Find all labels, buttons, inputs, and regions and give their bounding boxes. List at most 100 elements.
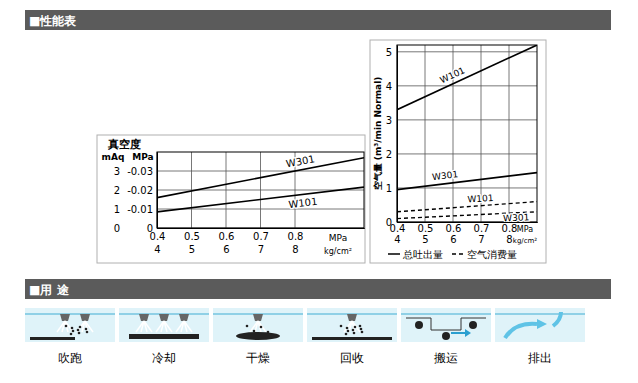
icon-dot <box>72 330 75 333</box>
x-axis-tick-label: 0.7 <box>253 231 269 242</box>
icon-dot <box>345 333 348 336</box>
y-axis-tick: 3 <box>114 166 157 177</box>
x2-axis-tick: 8 <box>292 228 298 255</box>
y2-axis-tick-label: -0.02 <box>127 185 153 196</box>
x-axis-tick: 0.7 <box>474 222 490 234</box>
usage-icon <box>401 308 491 342</box>
icon-dot <box>70 333 73 336</box>
legend-swatch <box>452 253 464 255</box>
icon-ball <box>469 321 477 329</box>
y-axis-tick-label: 1 <box>386 183 392 194</box>
y-axis-tick: 5 <box>386 47 397 58</box>
icon-dot <box>85 328 88 331</box>
icon-spray <box>141 321 144 332</box>
y-axis-tick-label: 1 <box>114 204 120 215</box>
x2-axis-tick-label: 5 <box>422 234 428 245</box>
y2-axis-title: MPa <box>132 152 153 162</box>
x2-axis-tick: 5 <box>189 228 195 255</box>
icon-dot <box>346 327 349 330</box>
y2-axis-tick-label: -0.03 <box>127 166 153 177</box>
icon-background <box>401 308 491 342</box>
icon-nozzle <box>347 314 357 321</box>
icon-spray <box>181 321 184 332</box>
x2-axis-title: kg/cm² <box>513 237 538 245</box>
icon-dot <box>267 331 270 334</box>
icon-dot <box>65 325 68 328</box>
x2-axis-line <box>398 222 538 223</box>
x2-axis-tick: 6 <box>450 222 456 245</box>
plot-frame <box>157 152 364 228</box>
icon-spray <box>250 321 258 332</box>
icon-surface <box>312 337 392 340</box>
series-label: W101 <box>439 65 467 85</box>
x2-axis-tick: 6 <box>223 228 229 255</box>
y-axis-tick: 1 <box>114 204 157 215</box>
chart-panel <box>370 40 546 263</box>
x-axis-tick: 0.5 <box>184 228 200 242</box>
x-axis-title: MPa <box>517 225 533 234</box>
usage-label: 搬运 <box>434 351 458 365</box>
x2-axis-tick-label: 5 <box>189 244 195 255</box>
icon-arrow <box>537 319 547 329</box>
y-axis-tick-label: 5 <box>386 47 392 58</box>
x-axis: 0.40.50.60.70.8 <box>150 228 365 242</box>
icon-dot <box>77 329 80 332</box>
icon-nozzle <box>159 314 169 321</box>
icon-spray <box>258 321 266 332</box>
icon-spray <box>136 321 144 332</box>
y-axis-line <box>157 153 158 229</box>
icon-spray <box>85 321 93 332</box>
icon-spray <box>156 321 164 332</box>
legend-label: 总吐出量 <box>402 249 443 260</box>
x2-axis-tick-label: 4 <box>394 234 400 245</box>
chart-title: 真空度 <box>107 138 141 151</box>
y2-axis-tick: 0 <box>147 223 157 234</box>
icon-dot <box>360 328 363 331</box>
y-axis-tick: 4 <box>386 81 397 92</box>
y2-axis-tick-label: -0.01 <box>127 204 153 215</box>
chart: W301W1010.40.50.60.70.84567801230-0.01-0… <box>97 135 365 263</box>
icon-spray <box>352 321 360 332</box>
y-axis: 0123 <box>114 153 158 234</box>
usage-label: 吹跑 <box>58 351 82 365</box>
icon-dot <box>354 326 357 329</box>
legend-label: 空气消费量 <box>467 249 517 260</box>
icon-nozzle <box>253 314 263 321</box>
x-axis-line <box>398 222 538 223</box>
y2-axis-tick: -0.02 <box>127 185 157 196</box>
y-axis: 012345 <box>386 46 398 228</box>
x-axis-tick-label: 0.6 <box>219 231 235 242</box>
usage-icon <box>213 308 303 342</box>
icon-dot <box>347 330 350 333</box>
y-axis-tick: 2 <box>386 149 397 160</box>
y-axis-tick-label: 3 <box>386 115 392 126</box>
x2-axis-tick-label: 8 <box>506 234 512 245</box>
x2-axis: 45678 <box>154 228 364 255</box>
series-label: W101 <box>467 193 494 205</box>
icon-dot <box>260 326 263 329</box>
icon-surface <box>30 337 75 340</box>
icon-background <box>307 308 397 342</box>
x2-axis-tick: 5 <box>422 222 428 245</box>
usage-label: 干燥 <box>246 351 270 365</box>
icon-spray <box>349 321 352 332</box>
usage-label: 回收 <box>340 351 364 365</box>
section-header-bar <box>25 10 611 30</box>
series-line <box>397 173 537 190</box>
y-axis-line <box>397 46 398 223</box>
icon-nozzle <box>139 314 149 321</box>
usage-icon <box>495 308 585 342</box>
y-axis-title: 空气量 (m³/min Normal) <box>373 77 383 191</box>
legend: 总吐出量 空气消费量 <box>388 249 517 260</box>
series-group <box>397 45 537 219</box>
icon-spray <box>62 321 65 332</box>
x2-axis-tick: 7 <box>258 228 264 255</box>
grid <box>157 152 364 228</box>
y2-axis-tick: -0.01 <box>127 204 157 215</box>
icon-surface <box>129 334 199 339</box>
icon-dot <box>253 330 256 333</box>
y-axis-tick: 1 <box>386 183 397 194</box>
x-axis-tick: 0.6 <box>446 222 462 234</box>
usage-icon <box>25 308 115 342</box>
y2-axis: 0 -0.01 -0.02 -0.03 <box>127 153 157 234</box>
